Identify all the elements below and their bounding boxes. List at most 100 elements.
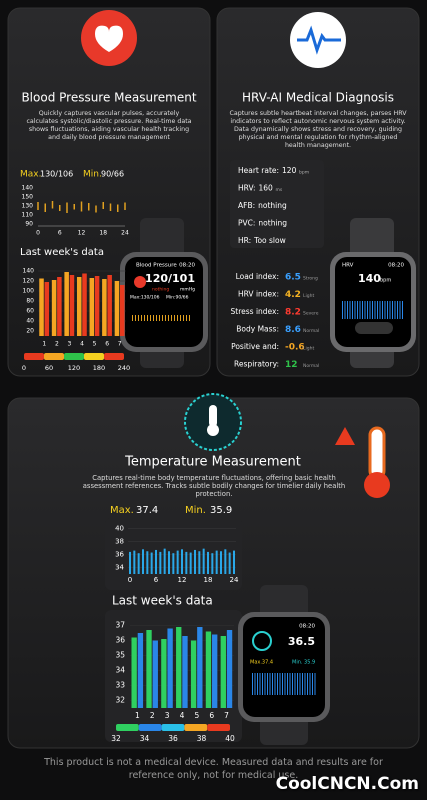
bar (172, 553, 175, 574)
bar (131, 637, 137, 708)
description: Captures real-time body temperature fluc… (82, 474, 346, 498)
x-tick-label: 12 (78, 230, 86, 237)
index-value: 4.2 (285, 290, 301, 300)
list-value: 120 (282, 166, 297, 175)
max-value: 37.4 (136, 505, 158, 516)
thermometer (368, 426, 386, 480)
bar (202, 548, 205, 574)
min-label: Min. (83, 170, 102, 180)
y-tick-label: 33 (115, 681, 125, 690)
scale-segment (116, 724, 139, 731)
bar (215, 550, 218, 574)
watch-max: Max.37.4 (250, 660, 273, 666)
y-tick-label: 20 (26, 328, 34, 335)
bar (224, 549, 227, 574)
bar (161, 639, 167, 708)
bar (167, 628, 173, 708)
week-title: Last week's data (112, 594, 213, 608)
list-value: Too slow (253, 236, 286, 245)
bar (205, 631, 212, 708)
watch-time: 08:20 (388, 263, 404, 269)
x-tick-label: 1 (42, 341, 46, 348)
index-level: Light (303, 346, 314, 352)
y-tick-label: 35 (115, 651, 125, 660)
scale-label: 120 (68, 364, 80, 372)
index-level: Normal (303, 328, 319, 334)
list-label: HRV: (238, 184, 256, 193)
y-tick-label: 37 (115, 621, 125, 630)
footer: This product is not a medical device. Me… (44, 757, 383, 781)
list-unit: bpm (299, 170, 309, 176)
scale-label: 180 (93, 364, 105, 372)
watch-time: 08:20 (179, 263, 195, 269)
watch-unit: mmHg (180, 287, 195, 293)
list-label: PVC: (238, 219, 255, 228)
watermark: CoolCNCN.Com (275, 774, 419, 794)
bar (137, 633, 144, 708)
bar (176, 627, 182, 708)
warning-icon (335, 427, 355, 445)
bar (114, 281, 120, 336)
scale-label: 40 (225, 734, 235, 743)
x-tick-label: 18 (99, 230, 107, 237)
x-tick-label: 6 (209, 711, 214, 720)
y-tick-label: 90 (25, 221, 33, 228)
bar (189, 552, 192, 574)
x-tick-label: 1 (135, 711, 140, 720)
thermometer (364, 472, 390, 498)
watch-max: Max:130/106 (130, 295, 160, 301)
bar (39, 278, 44, 336)
bar (163, 548, 166, 574)
index-level: Light (303, 293, 314, 299)
index-label: Positive and: (231, 342, 279, 351)
max-label: Max. (20, 170, 41, 180)
bar (57, 277, 62, 336)
bar (212, 634, 218, 708)
y-tick-label: 100 (23, 288, 35, 295)
x-tick-label: 5 (93, 341, 97, 348)
list-label: HR: (238, 236, 251, 245)
thermo-icon (209, 405, 217, 427)
watch-icon (134, 276, 146, 288)
scale-segment (64, 353, 84, 360)
bar (185, 551, 188, 574)
x-tick-label: 2 (150, 711, 155, 720)
x-tick-label: 0 (128, 576, 132, 584)
y-tick-label: 36 (115, 551, 124, 559)
index-label: Stress index: (231, 307, 279, 316)
bar (129, 551, 131, 574)
scale-segment (161, 724, 185, 731)
index-value: 8.6 (285, 325, 301, 335)
bar (226, 630, 233, 708)
pulse-icon (297, 25, 341, 55)
scale-label: 36 (168, 734, 178, 743)
x-tick-label: 0 (36, 230, 40, 237)
index-value: 6.5 (285, 273, 301, 283)
heart-icon (95, 25, 123, 52)
bar (69, 275, 75, 336)
bar (94, 276, 100, 336)
scale-label: 240 (118, 364, 130, 372)
y-tick-label: 60 (26, 308, 34, 315)
x-tick-label: 4 (180, 711, 185, 720)
x-tick-label: 6 (105, 341, 109, 348)
watch-min: Min:90/66 (166, 295, 189, 301)
index-label: Respiratory: (234, 360, 279, 369)
y-tick-label: 34 (115, 666, 125, 675)
bar (102, 279, 107, 336)
watch-status: nothing (152, 287, 169, 293)
bar (211, 553, 214, 574)
bar (198, 551, 201, 574)
max-label: Max. (110, 505, 134, 516)
bar (142, 549, 144, 574)
bar (44, 282, 50, 336)
bar (119, 285, 125, 336)
scale-segment (104, 353, 124, 360)
scale-label: 38 (197, 734, 207, 743)
watch-button (355, 322, 393, 334)
y-tick-label: 110 (22, 212, 34, 219)
index-level: Normal (303, 363, 319, 369)
x-tick-label: 3 (165, 711, 170, 720)
bar (107, 275, 112, 336)
